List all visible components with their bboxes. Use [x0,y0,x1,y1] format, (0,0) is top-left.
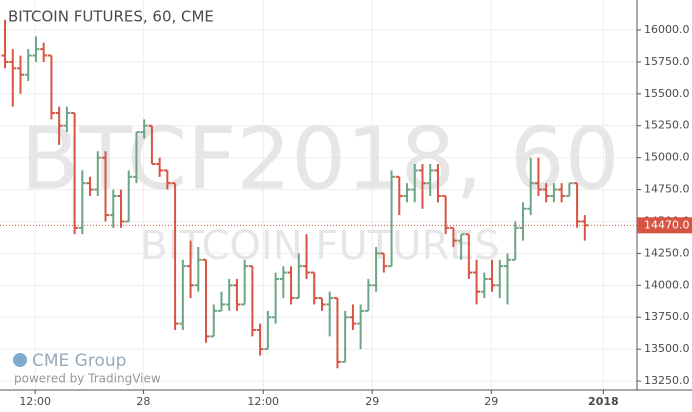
x-tick-label: 29 [484,395,498,408]
x-tick-label: 29 [365,395,379,408]
watermark: BTCF2018, 60 [21,109,620,209]
x-tick-label: 12:00 [19,395,51,408]
y-tick-label: 15500.0 [644,87,690,100]
y-tick-label: 15750.0 [644,55,690,68]
x-tick-label: 2018 [588,395,619,408]
y-tick-label: 13250.0 [644,374,690,387]
last-price-box [637,217,692,234]
watermark-subtitle: BITCOIN FUTURES [140,223,500,269]
axes: 13250.013500.013750.014000.014250.014500… [19,23,692,408]
bars [0,19,637,369]
last-price-label: 14470.0 [644,218,690,231]
x-tick-label: 28 [136,395,150,408]
logo: CME Group [32,351,126,371]
credit: powered by TradingView [14,372,161,386]
y-tick-label: 13500.0 [644,342,690,355]
chart-title: BITCOIN FUTURES, 60, CME [8,8,214,26]
logo-icon [13,353,27,367]
y-tick-label: 16000.0 [644,23,690,36]
y-tick-label: 15000.0 [644,151,690,164]
y-tick-label: 13750.0 [644,310,690,323]
y-tick-label: 14000.0 [644,278,690,291]
y-tick-label: 15250.0 [644,119,690,132]
y-tick-label: 14750.0 [644,183,690,196]
x-tick-label: 12:00 [247,395,279,408]
y-tick-label: 14250.0 [644,246,690,259]
